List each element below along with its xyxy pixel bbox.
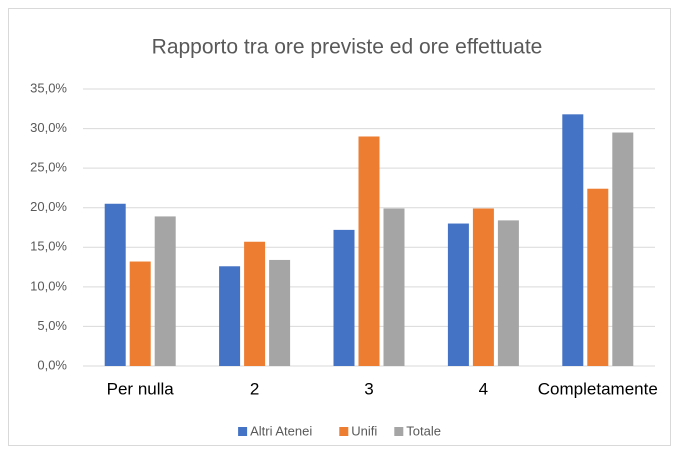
y-tick-label: 20,0%	[30, 199, 67, 214]
y-tick-label: 5,0%	[37, 318, 67, 333]
bar	[154, 216, 176, 366]
x-tick-label: 4	[479, 379, 488, 398]
legend-swatch	[394, 427, 404, 436]
legend-swatch	[339, 427, 349, 436]
x-tick-label: 3	[364, 379, 373, 398]
y-tick-label: 25,0%	[30, 160, 67, 175]
bar	[129, 261, 151, 366]
bar	[104, 203, 126, 366]
bar	[587, 188, 609, 366]
bar	[219, 266, 241, 366]
y-tick-label: 30,0%	[30, 120, 67, 135]
y-tick-label: 35,0%	[30, 80, 67, 95]
y-tick-label: 10,0%	[30, 278, 67, 293]
x-tick-label: 2	[250, 379, 259, 398]
bar	[472, 208, 494, 366]
bar	[358, 136, 380, 366]
bar	[244, 241, 266, 366]
y-tick-label: 0,0%	[37, 357, 67, 372]
bar	[269, 259, 291, 366]
legend-label: Altri Atenei	[250, 423, 312, 438]
legend-label: Unifi	[351, 423, 377, 438]
x-tick-label: Per nulla	[107, 379, 175, 398]
y-tick-label: 15,0%	[30, 239, 67, 254]
x-tick-label: Completamente	[538, 379, 658, 398]
bar	[497, 220, 519, 366]
bar	[333, 229, 355, 366]
bar	[612, 132, 634, 366]
legend-label: Totale	[406, 423, 441, 438]
chart-title: Rapporto tra ore previste ed ore effettu…	[152, 36, 543, 59]
bar	[562, 114, 584, 366]
legend-swatch	[238, 427, 248, 436]
bar	[447, 223, 469, 366]
bar	[383, 208, 405, 366]
